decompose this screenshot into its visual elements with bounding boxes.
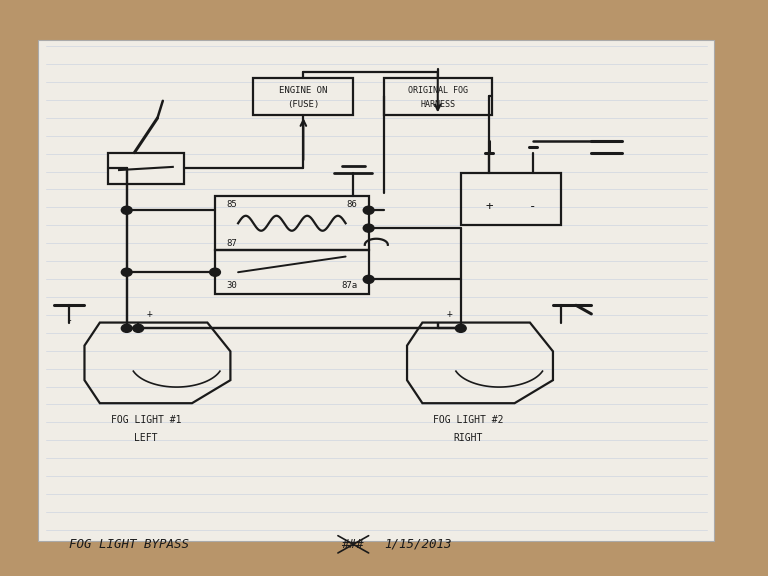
Text: +: + (446, 309, 452, 319)
Circle shape (121, 268, 132, 276)
Text: +: + (485, 200, 492, 213)
Bar (461, 173, 561, 225)
Bar (215, 196, 369, 250)
Bar (108, 153, 184, 184)
Circle shape (121, 206, 132, 214)
Text: FOG LIGHT #2: FOG LIGHT #2 (433, 415, 504, 426)
Text: 86: 86 (346, 200, 357, 209)
Text: RIGHT: RIGHT (454, 433, 483, 443)
Text: 87: 87 (227, 240, 237, 248)
Text: 30: 30 (227, 281, 237, 290)
Text: FOG LIGHT #1: FOG LIGHT #1 (111, 415, 181, 426)
Circle shape (133, 324, 144, 332)
Text: 87a: 87a (341, 281, 357, 290)
Bar (215, 250, 369, 294)
Text: +: + (147, 309, 153, 319)
Circle shape (455, 324, 466, 332)
Bar (38, 40, 714, 541)
Circle shape (363, 224, 374, 232)
Text: 85: 85 (227, 200, 237, 209)
Text: -: - (529, 200, 536, 213)
Circle shape (363, 206, 374, 214)
Circle shape (363, 275, 374, 283)
Text: HARNESS: HARNESS (420, 100, 455, 109)
Text: 1/15/2013: 1/15/2013 (384, 538, 452, 551)
Bar (384, 78, 492, 115)
Text: -: - (66, 314, 72, 325)
Text: ENGINE ON: ENGINE ON (280, 86, 327, 96)
Circle shape (121, 324, 132, 332)
Circle shape (210, 268, 220, 276)
Text: (FUSE): (FUSE) (287, 100, 319, 109)
Text: FOG LIGHT BYPASS: FOG LIGHT BYPASS (69, 538, 189, 551)
Text: ORIGINAL FOG: ORIGINAL FOG (408, 86, 468, 96)
Bar (253, 78, 353, 115)
Text: LEFT: LEFT (134, 433, 157, 443)
Text: ###: ### (342, 538, 365, 551)
